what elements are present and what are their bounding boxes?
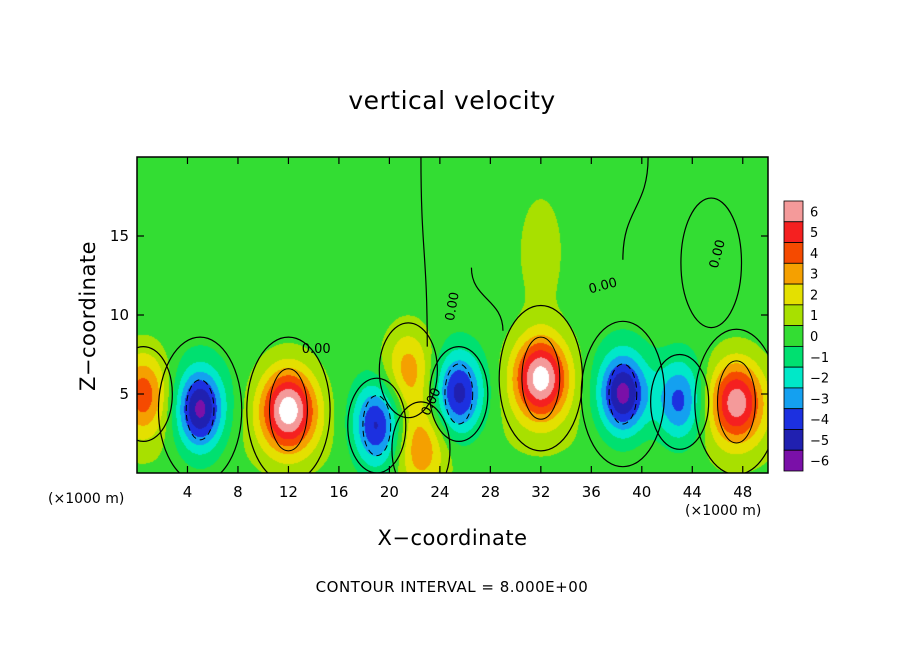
colorbar-swatch [783,242,804,264]
x-tick-label: 28 [481,483,500,501]
zero-contour-line [470,267,504,331]
x-tick-label: 12 [279,483,298,501]
colorbar-label: 0 [810,330,818,345]
colorbar-swatch [783,283,804,306]
contour-line [444,363,474,425]
colorbar-label: 2 [810,288,818,303]
x-tick-label: 24 [430,483,449,501]
zero-contour-line [650,353,710,450]
zero-contour-line [694,328,768,473]
colorbar-label: 1 [810,309,818,324]
contour-line [521,336,561,420]
zero-contour-line [378,322,438,419]
colorbar-label: −1 [810,351,829,366]
zero-contour-line [347,377,407,473]
zero-contour-line [391,401,451,473]
contour-line [269,368,308,452]
colorbar-swatch [783,449,804,472]
colorbar-swatch [783,325,804,347]
contour-line [362,395,392,457]
zero-contour-line [420,157,428,347]
x-tick-label: 8 [233,483,243,501]
colorbar-label: 6 [810,205,818,220]
y-tick-label: 15 [110,227,129,245]
colorbar-label: −2 [810,372,829,387]
contour-labels: 0.000.000.000.000.00 [302,238,729,418]
x-tick-label: 40 [632,483,651,501]
x-tick-label: 4 [183,483,193,501]
x-tick-label: 48 [733,483,752,501]
colorbar-swatch [783,200,804,223]
colorbar-swatch [783,304,804,327]
colorbar-swatch [783,345,804,368]
contour-label: 0.00 [302,342,331,357]
x-tick-label: 20 [380,483,399,501]
colorbar-label: −4 [810,413,829,428]
y-tick-label: 5 [119,385,129,403]
zero-contour-line [622,157,649,260]
colorbar-swatch [783,366,804,389]
colorbar: 6 5 4 3 2 1 0 −1 −2 −3 −4 −5 −6 [783,200,829,472]
zero-contour-line [680,197,743,329]
x-tick-label: 36 [582,483,601,501]
zero-contour-line [157,336,243,473]
contour-line [608,363,638,425]
contour-label: 0.00 [587,275,619,297]
colorbar-swatch [783,429,804,451]
y-tick-label: 10 [110,306,129,324]
x-tick-label: 32 [531,483,550,501]
x-axis-ticks: 4 8 12 16 20 24 28 32 36 40 44 48 [183,157,752,501]
colorbar-swatch [783,408,804,430]
x-axis-label: X−coordinate [377,526,528,550]
contour-label: 0.00 [707,238,729,270]
colorbar-swatch [783,221,804,243]
zero-contour-line [429,346,489,443]
colorbar-swatch [783,262,804,285]
zero-contour-line [580,320,666,468]
x-tick-label: 16 [329,483,348,501]
colorbar-label: −6 [810,455,829,470]
contour-line [185,379,215,441]
zero-contour-line [246,336,331,473]
colorbar-label: 5 [810,226,818,241]
zero-contour-line [137,346,173,442]
y-axis-ticks: 5 10 15 [110,227,768,403]
contour-label: 0.00 [443,291,463,322]
colorbar-label: −3 [810,392,829,407]
colorbar-label: 3 [810,268,818,283]
colorbar-label: 4 [810,247,818,262]
x-unit-label-right: (×1000 m) [685,503,762,519]
contour-lines [137,157,768,473]
contour-line [717,360,756,444]
colorbar-label: −5 [810,434,829,449]
contour-interval-note: CONTOUR INTERVAL = 8.000E+00 [315,578,589,596]
colorbar-swatch [783,387,804,410]
chart-title: vertical velocity [348,86,556,115]
x-unit-label-left: (×1000 m) [48,491,125,507]
x-tick-label: 44 [683,483,702,501]
